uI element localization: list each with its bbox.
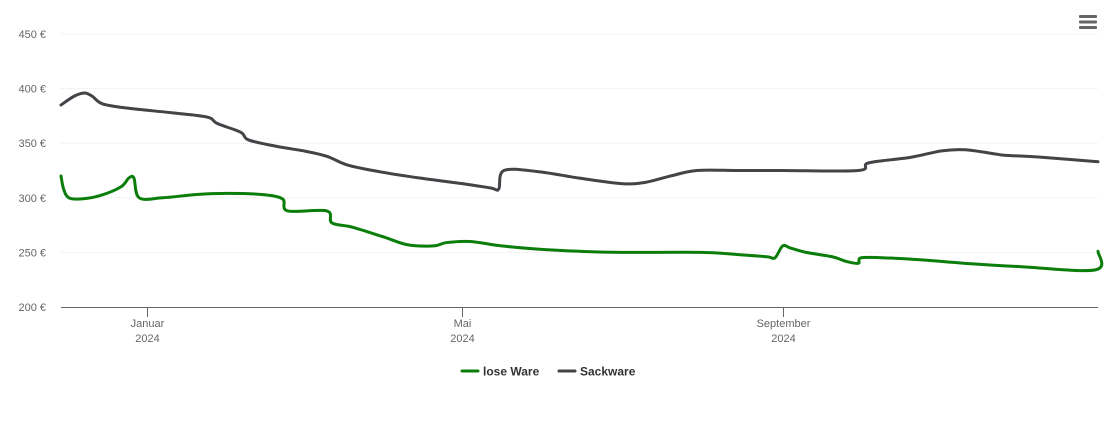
series-line-sackware[interactable] bbox=[59, 91, 1100, 192]
hamburger-menu-icon bbox=[1079, 15, 1097, 29]
y-axis: 200 € 250 € 300 € 350 € 400 € 450 € bbox=[18, 29, 46, 314]
x-tick-year-label: 2024 bbox=[771, 333, 795, 345]
chart-menu-button[interactable] bbox=[1076, 11, 1100, 33]
y-tick-label: 300 € bbox=[18, 193, 46, 205]
x-axis: Januar 2024 Mai 2024 September 2024 bbox=[61, 307, 1098, 345]
legend: lose Ware Sackware bbox=[460, 365, 636, 379]
y-tick-label: 200 € bbox=[18, 302, 46, 314]
x-tick-year-label: 2024 bbox=[450, 333, 474, 345]
legend-label: Sackware bbox=[580, 365, 636, 379]
y-tick-label: 450 € bbox=[18, 29, 46, 41]
x-tick-label: September bbox=[757, 318, 811, 330]
x-tick-label: Mai bbox=[454, 318, 472, 330]
y-tick-label: 250 € bbox=[18, 247, 46, 259]
x-tick-label: Januar bbox=[131, 318, 165, 330]
series-layer bbox=[59, 91, 1104, 273]
legend-label: lose Ware bbox=[483, 365, 540, 379]
x-tick-year-label: 2024 bbox=[135, 333, 159, 345]
grid-layer bbox=[61, 33, 1098, 253]
legend-item-sackware[interactable]: Sackware bbox=[557, 365, 636, 379]
y-tick-label: 400 € bbox=[18, 84, 46, 96]
legend-item-lose-ware[interactable]: lose Ware bbox=[460, 365, 540, 379]
series-line-lose-ware[interactable] bbox=[59, 174, 1104, 273]
y-tick-label: 350 € bbox=[18, 138, 46, 150]
